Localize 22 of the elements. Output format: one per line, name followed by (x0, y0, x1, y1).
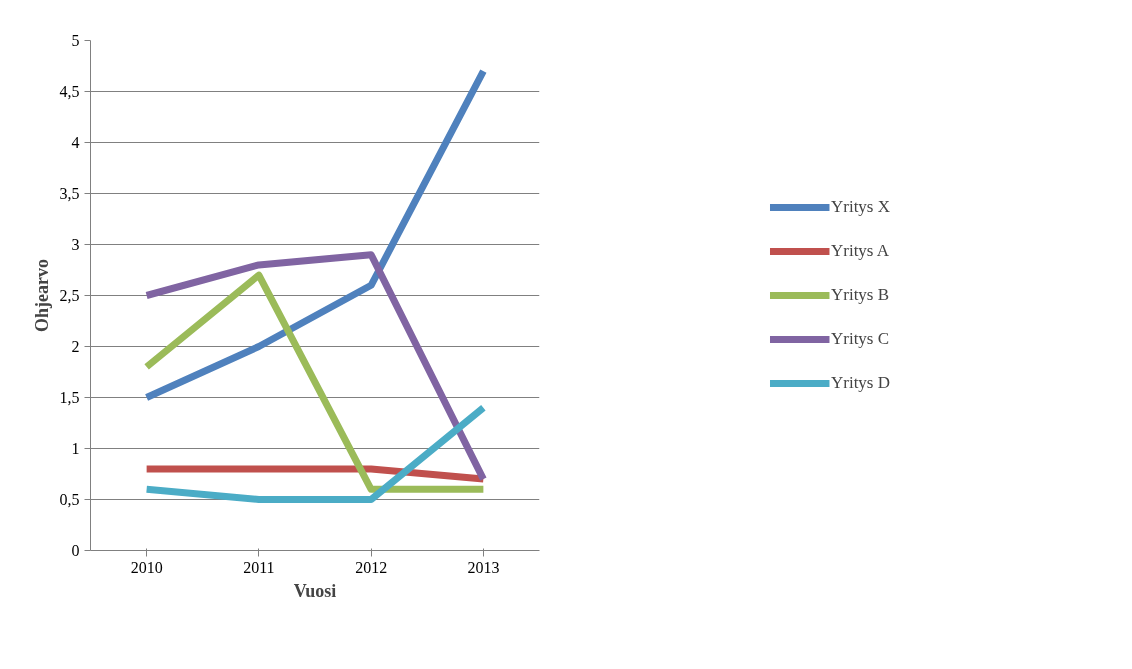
y-tick-label: 0,5 (59, 491, 80, 508)
y-tick-label: 4,5 (59, 83, 80, 100)
y-axis-title: Ohjearvo (31, 259, 52, 332)
y-tick-label: 3,5 (59, 185, 80, 202)
x-tick-label: 2013 (467, 558, 500, 576)
y-tick-label: 0 (71, 542, 80, 559)
y-tick-label: 2,5 (59, 287, 80, 304)
x-tick-label: 2012 (355, 558, 388, 576)
legend-label: Yritys C (830, 329, 890, 349)
y-tick-label: 1,5 (59, 389, 80, 406)
y-tick-label: 1 (71, 440, 80, 457)
legend-label: Yritys A (830, 241, 890, 261)
legend-label: Yritys D (830, 373, 891, 393)
y-tick-label: 2 (71, 338, 80, 355)
legend-label: Yritys X (830, 197, 891, 217)
x-tick-label: 2011 (243, 558, 275, 576)
y-tick-label: 5 (71, 32, 80, 49)
x-axis-title: Vuosi (293, 580, 337, 601)
y-tick-label: 4 (71, 134, 80, 151)
x-tick-label: 2010 (130, 558, 163, 576)
legend-label: Yritys B (830, 285, 890, 305)
y-tick-label: 3 (71, 236, 80, 253)
